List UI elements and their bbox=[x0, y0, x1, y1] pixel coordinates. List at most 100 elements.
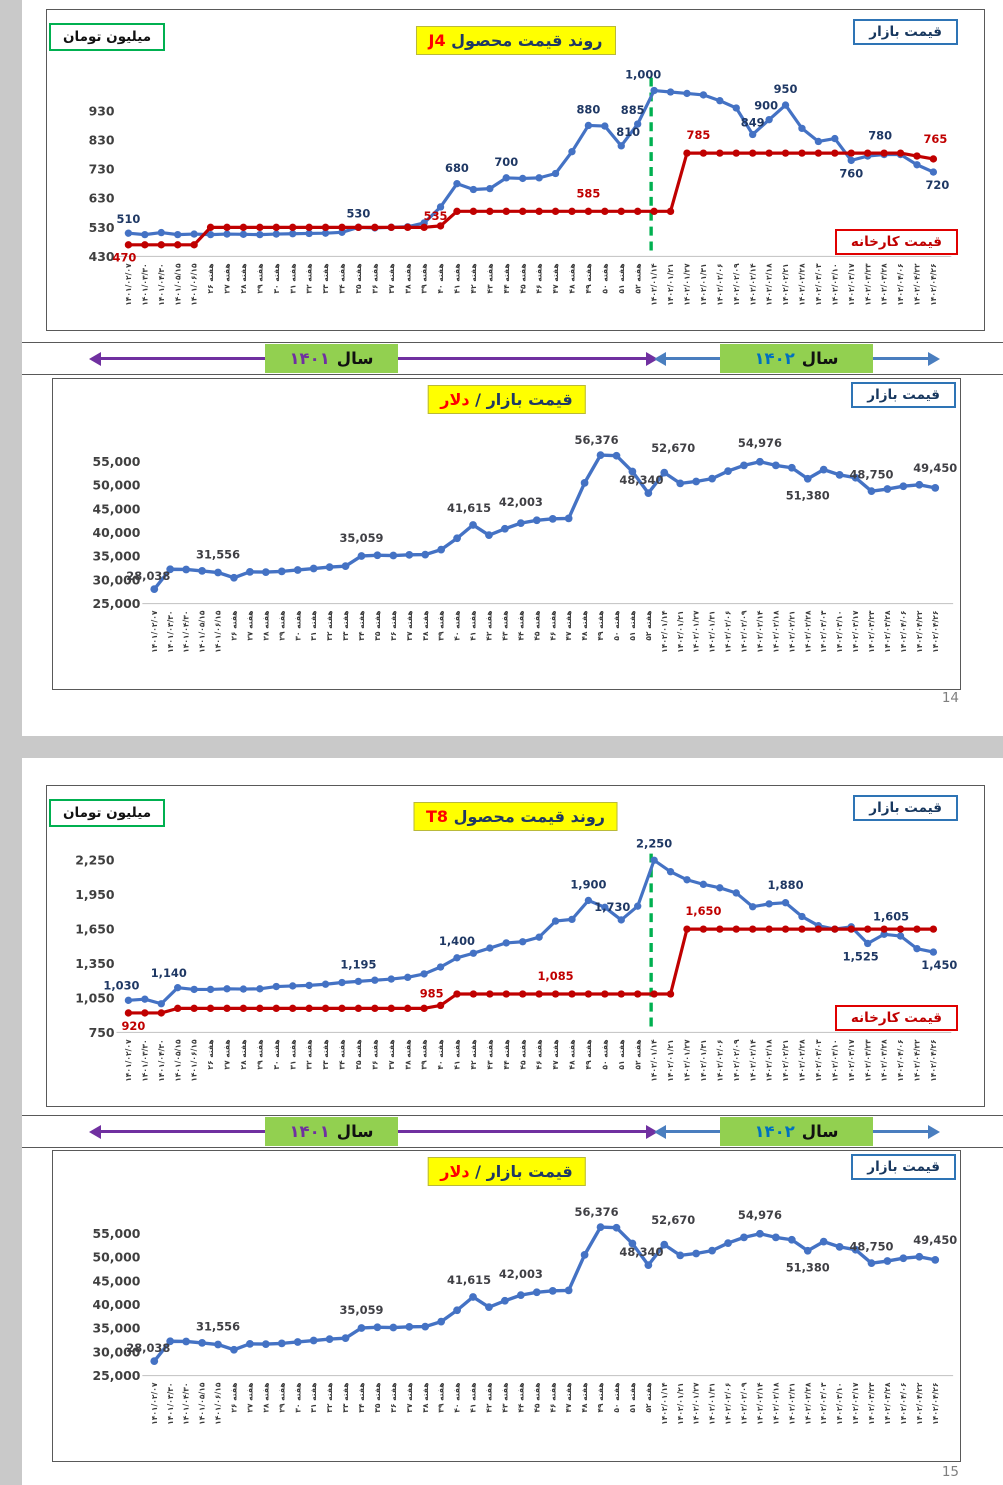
svg-text:۱۴۰۱/۰۲/۰۷: ۱۴۰۱/۰۲/۰۷ bbox=[124, 263, 133, 306]
svg-text:۱۴۰۲/۰۳/۱۷: ۱۴۰۲/۰۳/۱۷ bbox=[851, 1382, 860, 1425]
svg-text:۱۴۰۲/۰۲/۰۶: ۱۴۰۲/۰۲/۰۶ bbox=[724, 611, 733, 653]
legend-market-price: قیمت بازار bbox=[851, 382, 956, 408]
svg-text:۱۴۰۱/۰۵/۱۵: ۱۴۰۱/۰۵/۱۵ bbox=[173, 263, 182, 306]
svg-text:40,000: 40,000 bbox=[92, 525, 140, 540]
svg-text:هفته ۳۲: هفته ۳۲ bbox=[325, 1383, 334, 1413]
svg-text:هفته ۴۵: هفته ۴۵ bbox=[518, 263, 527, 293]
svg-text:۱۴۰۲/۰۲/۲۸: ۱۴۰۲/۰۲/۲۸ bbox=[803, 1382, 812, 1425]
svg-text:۱۴۰۲/۰۱/۱۴: ۱۴۰۲/۰۱/۱۴ bbox=[650, 263, 659, 306]
svg-text:۱۴۰۲/۰۴/۲۶: ۱۴۰۲/۰۴/۲۶ bbox=[931, 611, 940, 653]
svg-text:530: 530 bbox=[89, 220, 115, 235]
svg-text:42,003: 42,003 bbox=[499, 1267, 543, 1281]
svg-text:هفته ۴۳: هفته ۴۳ bbox=[485, 263, 494, 293]
svg-text:780: 780 bbox=[868, 129, 892, 143]
svg-text:470: 470 bbox=[113, 251, 137, 265]
chart-title-text: روند قیمت محصول bbox=[453, 807, 605, 826]
svg-text:۱۴۰۱/۰۵/۱۵: ۱۴۰۱/۰۵/۱۵ bbox=[198, 1382, 207, 1425]
page-number: 15 bbox=[941, 1464, 959, 1480]
svg-text:48,340: 48,340 bbox=[619, 1245, 663, 1259]
svg-text:۱۴۰۱/۰۲/۰۷: ۱۴۰۱/۰۲/۰۷ bbox=[124, 1039, 133, 1082]
svg-text:۱۴۰۲/۰۱/۲۷: ۱۴۰۲/۰۱/۲۷ bbox=[683, 1039, 692, 1082]
year-word: سال bbox=[801, 349, 839, 368]
svg-text:هفته ۵۱: هفته ۵۱ bbox=[617, 1039, 626, 1069]
svg-text:52,670: 52,670 bbox=[651, 1213, 695, 1227]
svg-text:۱۴۰۱/۰۳/۳۰: ۱۴۰۱/۰۳/۳۰ bbox=[140, 263, 149, 305]
svg-text:۱۴۰۲/۰۱/۱۴: ۱۴۰۲/۰۱/۱۴ bbox=[650, 1039, 659, 1082]
svg-text:هفته ۴۵: هفته ۴۵ bbox=[518, 1039, 527, 1069]
svg-text:۱۴۰۲/۰۲/۲۸: ۱۴۰۲/۰۲/۲۸ bbox=[803, 610, 812, 653]
svg-text:هفته ۳۶: هفته ۳۶ bbox=[389, 611, 398, 641]
svg-text:۱۴۰۲/۰۳/۱۰: ۱۴۰۲/۰۳/۱۰ bbox=[835, 611, 844, 653]
svg-text:هفته ۲۸: هفته ۲۸ bbox=[239, 1039, 248, 1069]
svg-text:هفته ۳۳: هفته ۳۳ bbox=[341, 611, 350, 641]
svg-text:هفته ۴۵: هفته ۴۵ bbox=[532, 611, 541, 641]
svg-text:۱۴۰۱/۰۵/۱۵: ۱۴۰۱/۰۵/۱۵ bbox=[198, 610, 207, 653]
svg-text:هفته ۴۴: هفته ۴۴ bbox=[502, 263, 511, 293]
product-code: J4 bbox=[428, 31, 446, 50]
year-word: سال bbox=[336, 1122, 374, 1141]
svg-text:هفته ۲۷: هفته ۲۷ bbox=[245, 1383, 254, 1413]
svg-text:49,450: 49,450 bbox=[913, 461, 957, 475]
svg-text:هفته ۴۳: هفته ۴۳ bbox=[500, 611, 509, 641]
svg-text:50,000: 50,000 bbox=[92, 1250, 140, 1265]
svg-text:هفته ۵۲: هفته ۵۲ bbox=[633, 1039, 642, 1069]
year-label-1401: سال ۱۴۰۱ bbox=[265, 344, 398, 373]
svg-text:هفته ۲۷: هفته ۲۷ bbox=[245, 611, 254, 641]
svg-text:31,556: 31,556 bbox=[196, 1320, 240, 1334]
svg-text:هفته ۲۹: هفته ۲۹ bbox=[277, 611, 286, 641]
svg-text:۱۴۰۱/۰۲/۰۷: ۱۴۰۱/۰۲/۰۷ bbox=[150, 610, 159, 653]
svg-text:1,000: 1,000 bbox=[625, 68, 661, 82]
svg-text:۱۴۰۲/۰۳/۱۷: ۱۴۰۲/۰۳/۱۷ bbox=[851, 610, 860, 653]
svg-text:هفته ۲۹: هفته ۲۹ bbox=[255, 1039, 264, 1069]
svg-text:28,038: 28,038 bbox=[126, 569, 170, 583]
svg-text:هفته ۴۹: هفته ۴۹ bbox=[584, 263, 593, 293]
year-word: سال bbox=[336, 349, 374, 368]
svg-text:هفته ۳۷: هفته ۳۷ bbox=[405, 611, 414, 641]
svg-text:630: 630 bbox=[89, 191, 115, 206]
svg-text:920: 920 bbox=[121, 1019, 145, 1033]
svg-text:هفته ۳۲: هفته ۳۲ bbox=[305, 1039, 314, 1069]
svg-text:900: 900 bbox=[754, 99, 778, 113]
svg-text:56,376: 56,376 bbox=[575, 433, 619, 447]
svg-text:849: 849 bbox=[741, 116, 765, 130]
svg-text:۱۴۰۲/۰۲/۰۹: ۱۴۰۲/۰۲/۰۹ bbox=[740, 610, 749, 653]
svg-text:هفته ۲۶: هفته ۲۶ bbox=[206, 1039, 215, 1069]
svg-text:هفته ۲۸: هفته ۲۸ bbox=[239, 263, 248, 293]
svg-text:48,340: 48,340 bbox=[619, 473, 663, 487]
svg-text:۱۴۰۲/۰۱/۲۱: ۱۴۰۲/۰۱/۲۱ bbox=[676, 611, 685, 653]
svg-text:1,350: 1,350 bbox=[75, 956, 115, 971]
svg-text:۱۴۰۲/۰۱/۳۱: ۱۴۰۲/۰۱/۳۱ bbox=[708, 1383, 717, 1425]
svg-text:۱۴۰۲/۰۳/۱۷: ۱۴۰۲/۰۳/۱۷ bbox=[847, 263, 856, 306]
svg-text:۱۴۰۱/۰۴/۳۰: ۱۴۰۱/۰۴/۳۰ bbox=[157, 263, 166, 305]
svg-text:28,038: 28,038 bbox=[126, 1341, 170, 1355]
svg-text:۱۴۰۱/۰۶/۱۵: ۱۴۰۱/۰۶/۱۵ bbox=[214, 610, 223, 653]
svg-text:۱۴۰۲/۰۳/۲۳: ۱۴۰۲/۰۳/۲۳ bbox=[867, 1382, 876, 1425]
product-code: T8 bbox=[426, 807, 449, 826]
svg-text:هفته ۳۸: هفته ۳۸ bbox=[403, 263, 412, 293]
svg-text:680: 680 bbox=[445, 161, 469, 175]
svg-text:54,976: 54,976 bbox=[738, 1208, 782, 1222]
svg-text:51,380: 51,380 bbox=[786, 1261, 830, 1275]
year-band: سال ۱۴۰۱ سال ۱۴۰۲ bbox=[22, 1115, 1003, 1148]
svg-text:۱۴۰۱/۰۲/۰۷: ۱۴۰۱/۰۲/۰۷ bbox=[150, 1382, 159, 1425]
svg-text:۱۴۰۲/۰۲/۱۸: ۱۴۰۲/۰۲/۱۸ bbox=[765, 1039, 774, 1082]
svg-text:هفته ۳۲: هفته ۳۲ bbox=[325, 611, 334, 641]
svg-text:هفته ۳۸: هفته ۳۸ bbox=[421, 1383, 430, 1413]
svg-text:هفته ۴۷: هفته ۴۷ bbox=[551, 1039, 560, 1069]
svg-text:هفته ۲۷: هفته ۲۷ bbox=[223, 263, 232, 293]
svg-text:785: 785 bbox=[687, 128, 711, 142]
svg-text:۱۴۰۲/۰۱/۲۱: ۱۴۰۲/۰۱/۲۱ bbox=[666, 263, 675, 305]
svg-text:۱۴۰۲/۰۲/۰۶: ۱۴۰۲/۰۲/۰۶ bbox=[724, 1383, 733, 1425]
y-axis-unit-label: میلیون تومان bbox=[63, 29, 152, 45]
svg-text:1,030: 1,030 bbox=[103, 978, 139, 992]
svg-text:535: 535 bbox=[424, 209, 448, 223]
svg-text:هفته ۴۴: هفته ۴۴ bbox=[516, 611, 525, 641]
svg-text:۱۴۰۲/۰۴/۲۶: ۱۴۰۲/۰۴/۲۶ bbox=[929, 263, 938, 305]
svg-text:هفته ۳۱: هفته ۳۱ bbox=[288, 1039, 297, 1069]
chart-title: روند قیمت محصول J4 bbox=[415, 26, 616, 55]
dollar-title-highlight: دلار bbox=[440, 1162, 470, 1181]
svg-text:هفته ۵۱: هفته ۵۱ bbox=[628, 1383, 637, 1413]
legend-market-price: قیمت بازار bbox=[853, 795, 958, 821]
svg-text:هفته ۴۵: هفته ۴۵ bbox=[532, 1383, 541, 1413]
y-axis-unit-label: میلیون تومان bbox=[63, 805, 152, 821]
